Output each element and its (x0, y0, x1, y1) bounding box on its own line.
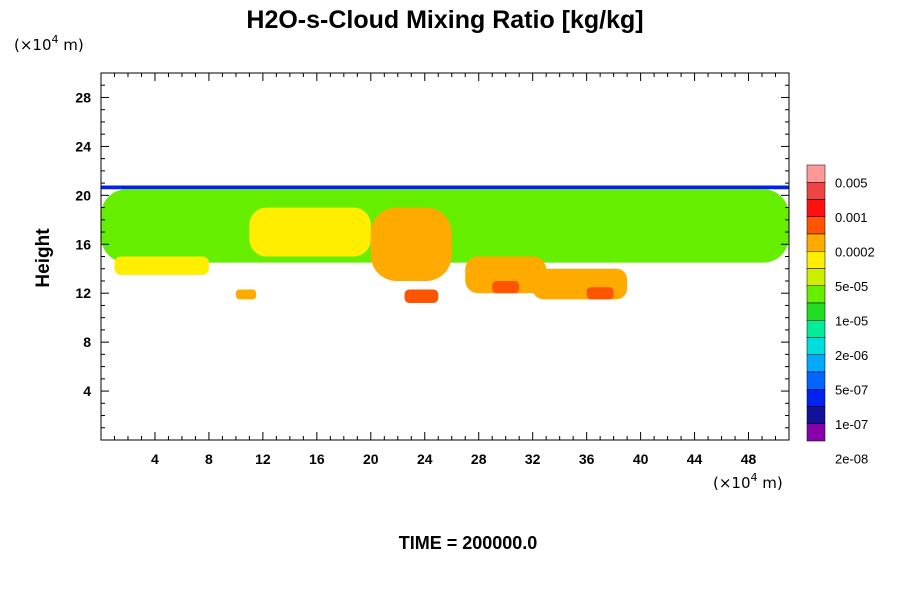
colorbar-swatch (806, 216, 826, 235)
y-tick-label: 28 (75, 89, 91, 105)
y-axis: 4 8 12 16 20 24 28 (75, 84, 789, 429)
colorbar-swatch (806, 285, 826, 304)
y-unit-label: (×104 m) (14, 33, 84, 54)
colorbar-label: 5e-07 (835, 382, 868, 397)
colorbar-swatch (806, 164, 826, 183)
colorbar-swatch (806, 199, 826, 217)
chart-title: H2O-s-Cloud Mixing Ratio [kg/kg] (246, 6, 643, 34)
colorbar-swatch (806, 354, 826, 373)
colorbar-label: 0.001 (835, 210, 868, 225)
x-tick-label: 8 (205, 451, 213, 467)
colorbar-swatch (806, 302, 826, 321)
x-tick-label: 44 (687, 451, 703, 467)
colorbar-swatch (806, 389, 826, 407)
colorbar-swatch (806, 182, 826, 200)
field-region-blob-11 (235, 289, 257, 300)
colorbar-swatch (806, 423, 826, 442)
y-tick-label: 20 (75, 187, 91, 203)
field-region-moist-patch-a (114, 256, 209, 275)
field-region-moist-patch-e (492, 280, 520, 294)
colorbar-swatch (806, 268, 826, 286)
colorbar-label: 0.005 (835, 175, 868, 190)
y-tick-label: 8 (83, 334, 91, 350)
field-region-cloud-top-edge (101, 185, 789, 190)
x-tick-label: 40 (633, 451, 649, 467)
colorbar-swatch (806, 406, 826, 424)
field-layer (101, 185, 789, 303)
y-tick-label: 16 (75, 236, 91, 252)
x-tick-label: 24 (417, 451, 433, 467)
field-region-moist-patch-g (586, 287, 614, 300)
field-region-moist-patch-c (370, 207, 452, 281)
colorbar-label: 1e-05 (835, 313, 868, 328)
field-region-moist-patch-d (465, 256, 547, 294)
x-tick-label: 16 (309, 451, 325, 467)
y-tick-label: 4 (83, 383, 91, 399)
colorbar-swatch (806, 371, 826, 390)
colorbar-label: 5e-05 (835, 279, 868, 294)
colorbar-swatch (806, 233, 826, 252)
colorbar-legend: 0.005 0.001 0.0002 5e-05 1e-05 2e-06 5e-07 1e-0… (806, 164, 875, 466)
y-axis-title: Height (33, 228, 54, 288)
field-region-blob-23 (404, 289, 439, 303)
colorbar-swatch (806, 337, 826, 355)
y-tick-label: 12 (75, 285, 91, 301)
x-unit-label: (×104 m) (713, 471, 783, 492)
x-tick-label: 4 (151, 451, 159, 467)
colorbar-label: 1e-07 (835, 417, 868, 432)
x-tick-label: 12 (255, 451, 271, 467)
x-tick-label: 48 (741, 451, 757, 467)
y-tick-label: 24 (75, 138, 91, 154)
colorbar-swatch (806, 251, 826, 269)
colorbar-swatch (806, 320, 826, 338)
x-tick-label: 32 (525, 451, 541, 467)
x-tick-label: 20 (363, 451, 379, 467)
time-label: TIME = 200000.0 (399, 533, 538, 553)
colorbar-label: 2e-06 (835, 348, 868, 363)
colorbar-label: 0.0002 (835, 244, 875, 259)
x-axis: 4 8 12 16 20 24 28 32 36 40 44 48 (113, 73, 777, 467)
field-region-moist-patch-b (249, 207, 371, 257)
x-tick-label: 36 (579, 451, 595, 467)
x-tick-label: 28 (471, 451, 487, 467)
colorbar-label: 2e-08 (835, 451, 868, 466)
